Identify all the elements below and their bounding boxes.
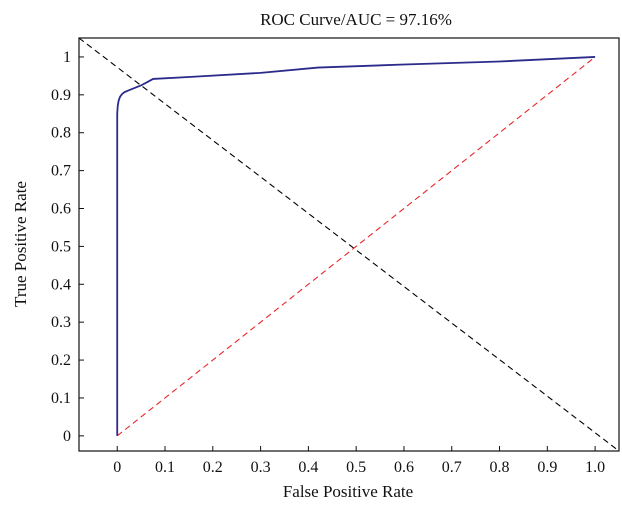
x-tick-label: 0.1 [155,459,175,476]
y-axis-title: True Positive Rate [11,181,30,307]
y-tick-label: 0.9 [51,87,71,104]
y-tick-label: 0.3 [51,314,71,331]
y-tick-label: 0.5 [51,238,71,255]
plot-frame [78,37,620,452]
y-tick-label: 0.6 [51,201,71,218]
y-tick-label: 0.8 [51,125,71,142]
random-classifier-line [116,56,596,437]
x-tick-label: 1.0 [585,459,605,476]
y-tick-label: 1 [63,49,71,66]
chart-title: ROC Curve/AUC = 97.16% [260,10,452,29]
x-tick-label: 0.9 [537,459,557,476]
plot-area [78,37,620,452]
x-tick-label: 0.7 [442,459,462,476]
y-tick-label: 0.7 [51,163,71,180]
x-axis: 0 0.1 0.2 0.3 0.4 0.5 0.6 0.7 0.8 0.9 1.0 [113,446,605,476]
x-tick-label: 0.5 [346,459,366,476]
y-tick-label: 0.4 [51,276,71,293]
y-tick-label: 0.1 [51,390,71,407]
roc-curve-line [116,56,596,436]
x-tick-label: 0 [113,459,121,476]
x-tick-label: 0.8 [490,459,510,476]
x-tick-label: 0.2 [203,459,223,476]
x-axis-title: False Positive Rate [283,482,413,501]
y-tick-label: 0 [63,428,71,445]
equal-error-line [78,37,620,452]
y-tick-label: 0.2 [51,352,71,369]
x-tick-label: 0.6 [394,459,414,476]
x-tick-label: 0.3 [251,459,271,476]
y-axis: 0 0.1 0.2 0.3 0.4 0.5 0.6 0.7 0.8 0.9 1 [51,49,84,445]
x-tick-label: 0.4 [298,459,318,476]
